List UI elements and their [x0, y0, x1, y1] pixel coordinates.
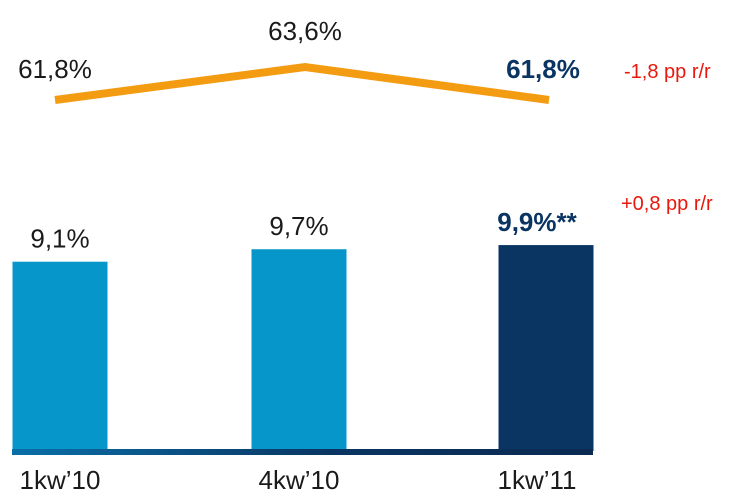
bar-2 [251, 249, 347, 451]
x-tick-label-1: 1kw’10 [20, 465, 101, 495]
x-tick-label-2: 4kw’10 [259, 465, 340, 495]
baseline-band [12, 449, 593, 455]
bar-change-label: +0,8 pp r/r [621, 193, 713, 215]
line-change-label: -1,8 pp r/r [624, 61, 711, 83]
x-tick-label-3: 1kw’11 [497, 465, 576, 495]
line-label-2: 63,6% [268, 16, 342, 46]
bar-1 [12, 261, 108, 451]
bar-label-1: 9,1% [30, 224, 89, 254]
line-label-1: 61,8% [18, 54, 92, 84]
bar-label-3: 9,9%** [497, 207, 577, 237]
bar-label-2: 9,7% [269, 211, 328, 241]
line-series [54, 62, 550, 104]
line-label-3: 61,8% [506, 54, 580, 84]
bar-3 [498, 245, 594, 451]
